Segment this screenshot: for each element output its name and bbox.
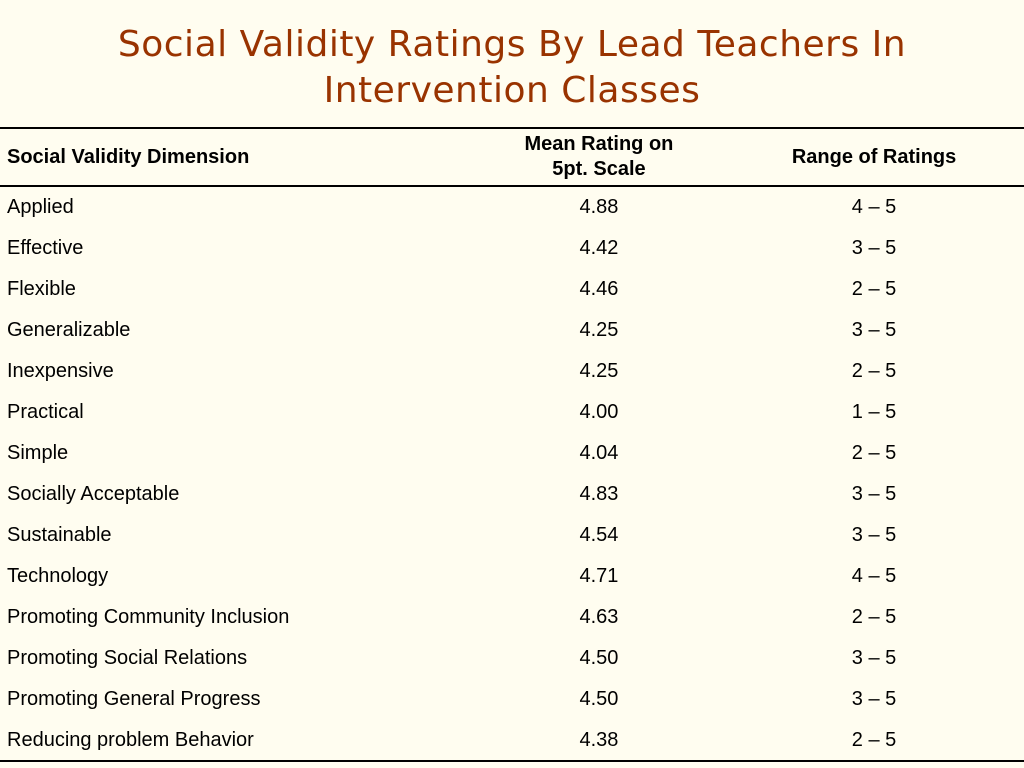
cell-mean-rating: 4.50 <box>579 688 619 710</box>
cell-range: 3 – 5 <box>851 647 897 669</box>
cell-dimension: Inexpensive <box>7 360 114 382</box>
cell-dimension: Effective <box>7 237 84 259</box>
cell-range: 3 – 5 <box>851 688 897 710</box>
cell-range: 2 – 5 <box>851 442 897 464</box>
cell-dimension: Generalizable <box>7 319 131 341</box>
table-row: Sustainable 4.54 3 – 5 <box>0 515 1024 556</box>
table-body: Applied 4.88 4 – 5 Effective 4.42 3 – 5 Flexib… <box>0 185 1024 761</box>
table-header-row: Social Validity Dimension Mean Rating on… <box>0 129 1024 185</box>
cell-dimension: Promoting Community Inclusion <box>7 606 290 628</box>
table-top-rule <box>0 127 1024 129</box>
social-validity-table: Social Validity Dimension Mean Rating on… <box>0 129 1024 761</box>
cell-mean-rating: 4.04 <box>579 442 619 464</box>
cell-dimension: Sustainable <box>7 524 112 546</box>
cell-mean-rating: 4.46 <box>579 278 619 300</box>
cell-dimension: Applied <box>7 196 74 218</box>
cell-range: 2 – 5 <box>851 278 897 300</box>
cell-dimension: Promoting Social Relations <box>7 647 248 669</box>
table-row: Effective 4.42 3 – 5 <box>0 228 1024 269</box>
table-row: Reducing problem Behavior 4.38 2 – 5 <box>0 720 1024 761</box>
cell-mean-rating: 4.00 <box>579 401 619 423</box>
cell-dimension: Reducing problem Behavior <box>7 729 254 751</box>
cell-dimension: Flexible <box>7 278 76 300</box>
cell-mean-rating: 4.71 <box>579 565 619 587</box>
cell-range: 1 – 5 <box>851 401 897 423</box>
cell-dimension: Simple <box>7 442 69 464</box>
cell-dimension: Socially Acceptable <box>7 483 180 505</box>
cell-mean-rating: 4.42 <box>579 237 619 259</box>
slide-title-line-1: Social Validity Ratings By Lead Teachers… <box>117 24 907 65</box>
slide-title: Social Validity Ratings By Lead Teachers… <box>0 22 1024 114</box>
cell-range: 2 – 5 <box>851 360 897 382</box>
cell-mean-rating: 4.63 <box>579 606 619 628</box>
table-row: Applied 4.88 4 – 5 <box>0 185 1024 228</box>
table-row: Promoting Social Relations 4.50 3 – 5 <box>0 638 1024 679</box>
header-mean-line-1: Mean Rating on <box>524 133 674 155</box>
cell-dimension: Technology <box>7 565 109 587</box>
cell-mean-rating: 4.38 <box>579 729 619 751</box>
table-row: Inexpensive 4.25 2 – 5 <box>0 351 1024 392</box>
cell-mean-rating: 4.83 <box>579 483 619 505</box>
cell-dimension: Promoting General Progress <box>7 688 261 710</box>
table-row: Socially Acceptable 4.83 3 – 5 <box>0 474 1024 515</box>
table-row: Promoting Community Inclusion 4.63 2 – 5 <box>0 597 1024 638</box>
cell-dimension: Practical <box>7 401 84 423</box>
cell-range: 3 – 5 <box>851 524 897 546</box>
cell-mean-rating: 4.25 <box>579 360 619 382</box>
cell-range: 4 – 5 <box>851 565 897 587</box>
table-row: Generalizable 4.25 3 – 5 <box>0 310 1024 351</box>
cell-range: 4 – 5 <box>851 196 897 218</box>
header-range: Range of Ratings <box>791 145 957 168</box>
header-mean-rating: Mean Rating on 5pt. Scale <box>474 129 724 185</box>
table-row: Flexible 4.46 2 – 5 <box>0 269 1024 310</box>
header-dimension: Social Validity Dimension <box>7 145 250 168</box>
cell-mean-rating: 4.54 <box>579 524 619 546</box>
cell-mean-rating: 4.25 <box>579 319 619 341</box>
cell-range: 2 – 5 <box>851 729 897 751</box>
table-row: Technology 4.71 4 – 5 <box>0 556 1024 597</box>
cell-mean-rating: 4.50 <box>579 647 619 669</box>
table-row: Simple 4.04 2 – 5 <box>0 433 1024 474</box>
slide-title-line-2: Intervention Classes <box>323 70 701 111</box>
header-mean-line-2: 5pt. Scale <box>552 158 646 180</box>
cell-range: 3 – 5 <box>851 319 897 341</box>
table-header-rule <box>0 185 1024 187</box>
cell-mean-rating: 4.88 <box>579 196 619 218</box>
cell-range: 3 – 5 <box>851 237 897 259</box>
table-row: Practical 4.00 1 – 5 <box>0 392 1024 433</box>
cell-range: 3 – 5 <box>851 483 897 505</box>
table-bottom-rule <box>0 760 1024 762</box>
table-row: Promoting General Progress 4.50 3 – 5 <box>0 679 1024 720</box>
cell-range: 2 – 5 <box>851 606 897 628</box>
